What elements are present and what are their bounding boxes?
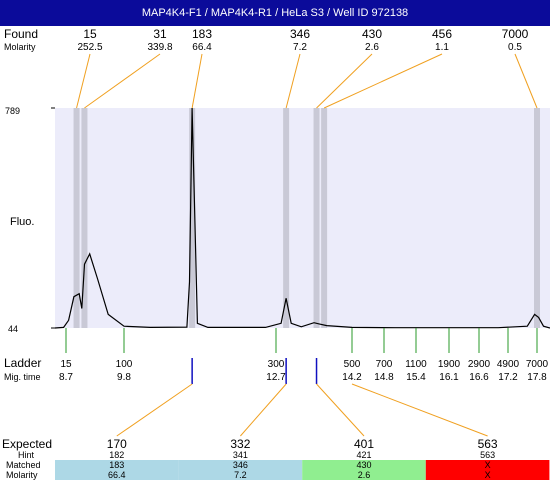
matched-value: 346 (233, 460, 248, 470)
found-size-value: 346 (290, 27, 310, 41)
ladder-time-value: 9.8 (117, 372, 131, 383)
ladder-size-value: 300 (268, 359, 285, 370)
matched-molarity-value: X (485, 470, 491, 480)
ladder-size-value: 2900 (468, 359, 491, 370)
hint-label: Hint (18, 450, 35, 460)
ladder-size-value: 500 (344, 359, 361, 370)
y-min-label: 44 (8, 324, 18, 334)
matched-label: Matched (6, 460, 41, 470)
ladder-time-value: 17.2 (498, 372, 518, 383)
expected-connector (316, 383, 365, 437)
peak-band (189, 108, 196, 328)
ladder-size-value: 7000 (526, 359, 549, 370)
ladder-time-value: 14.8 (374, 372, 394, 383)
ladder-size-value: 15 (60, 359, 72, 370)
peak-band (81, 108, 88, 328)
chart-title: MAP4K4-F1 / MAP4K4-R1 / HeLa S3 / Well I… (0, 0, 550, 26)
expected-connector (116, 383, 193, 437)
peak-band (283, 108, 290, 328)
found-molarity-value: 0.5 (508, 42, 522, 53)
found-size-value: 15 (83, 27, 97, 41)
found-connector (285, 53, 301, 109)
matched-molarity-value: 66.4 (108, 470, 126, 480)
mig-time-label: Mig. time (4, 372, 41, 382)
found-size-value: 183 (192, 27, 212, 41)
found-molarity-value: 7.2 (293, 42, 307, 53)
found-connector (514, 53, 538, 109)
ladder-time-value: 17.8 (527, 372, 547, 383)
found-connector (84, 53, 161, 109)
expected-label: Expected (2, 437, 52, 451)
expected-value: 563 (478, 437, 498, 451)
found-connector (76, 53, 91, 109)
found-molarity-value: 2.6 (365, 42, 379, 53)
peak-band (321, 108, 328, 328)
hint-value: 182 (109, 450, 124, 460)
ladder-time-value: 15.4 (406, 372, 426, 383)
matched-value: 183 (109, 460, 124, 470)
y-max-label: 789 (5, 106, 20, 116)
expected-connector (351, 383, 488, 437)
matched-cell (302, 460, 426, 480)
ladder-size-value: 100 (116, 359, 133, 370)
found-label: Found (4, 27, 38, 41)
found-connector (323, 53, 443, 109)
plot-area (55, 108, 550, 328)
molarity-label: Molarity (4, 42, 36, 52)
molarity-bottom-label: Molarity (6, 470, 38, 480)
found-molarity-value: 1.1 (435, 42, 449, 53)
ladder-time-value: 8.7 (59, 372, 73, 383)
hint-value: 341 (233, 450, 248, 460)
found-size-value: 430 (362, 27, 382, 41)
matched-value: X (485, 460, 491, 470)
peak-band (313, 108, 320, 328)
fluorescence-trace (54, 107, 550, 329)
expected-connector (240, 383, 287, 437)
found-molarity-value: 66.4 (192, 42, 212, 53)
peak-band (534, 108, 540, 328)
expected-value: 332 (230, 437, 250, 451)
ladder-size-value: 4900 (497, 359, 520, 370)
matched-cell (178, 460, 303, 480)
expected-value: 170 (107, 437, 127, 451)
ladder-time-value: 16.6 (469, 372, 489, 383)
matched-cell (425, 460, 550, 480)
matched-molarity-value: 2.6 (358, 470, 371, 480)
peak-band (73, 108, 80, 328)
expected-value: 401 (354, 437, 374, 451)
found-size-value: 456 (432, 27, 452, 41)
ladder-size-value: 700 (376, 359, 393, 370)
fluo-axis-label: Fluo. (10, 216, 34, 228)
ladder-size-value: 1100 (405, 359, 427, 370)
matched-cell (55, 460, 179, 480)
matched-value: 430 (356, 460, 371, 470)
found-molarity-value: 252.5 (77, 42, 102, 53)
hint-value: 421 (356, 450, 371, 460)
found-size-value: 31 (153, 27, 167, 41)
ladder-time-value: 16.1 (439, 372, 459, 383)
matched-molarity-value: 7.2 (234, 470, 247, 480)
ladder-time-value: 14.2 (342, 372, 362, 383)
hint-value: 563 (480, 450, 495, 460)
found-molarity-value: 339.8 (147, 42, 172, 53)
ladder-label: Ladder (4, 356, 41, 370)
ladder-size-value: 1900 (438, 359, 461, 370)
found-connector (316, 53, 373, 109)
found-connector (191, 53, 203, 109)
found-size-value: 7000 (502, 27, 529, 41)
ladder-time-value: 12.7 (266, 372, 286, 383)
